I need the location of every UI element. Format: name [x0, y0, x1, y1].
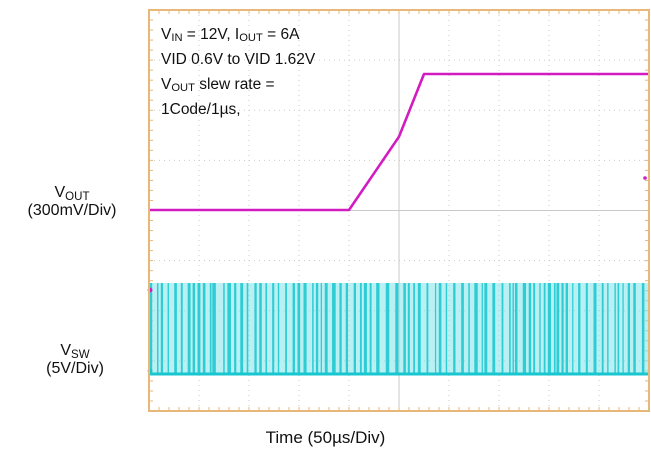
vout-channel-name: VOUT: [54, 184, 90, 203]
test-conditions-annotation: VIN = 12V, IOUT = 6A VID 0.6V to VID 1.6…: [161, 22, 315, 122]
vout-channel-label: VOUT (300mV/Div): [0, 184, 144, 220]
vsw-channel-name: VSW: [60, 342, 90, 361]
annotation-line-2: VID 0.6V to VID 1.62V: [161, 51, 316, 68]
vsw-trace-group: [147, 283, 649, 376]
vout-stray-dot: [643, 176, 647, 180]
vsw-channel-label: VSW (5V/Div): [0, 342, 150, 378]
vsw-channel-scale: (5V/Div): [46, 360, 104, 377]
annotation-line-3: VOUT slew rate =: [161, 76, 275, 95]
vout-channel-scale: (300mV/Div): [27, 202, 117, 219]
vsw-envelope: [150, 283, 648, 374]
annotation-line-4: 1Code/1µs,: [161, 101, 241, 118]
plot-frame: [148, 9, 650, 412]
annotation-line-1: VIN = 12V, IOUT = 6A: [161, 26, 300, 45]
x-axis-label: Time (50µs/Div): [265, 428, 386, 447]
vout-trace: [149, 72, 649, 212]
